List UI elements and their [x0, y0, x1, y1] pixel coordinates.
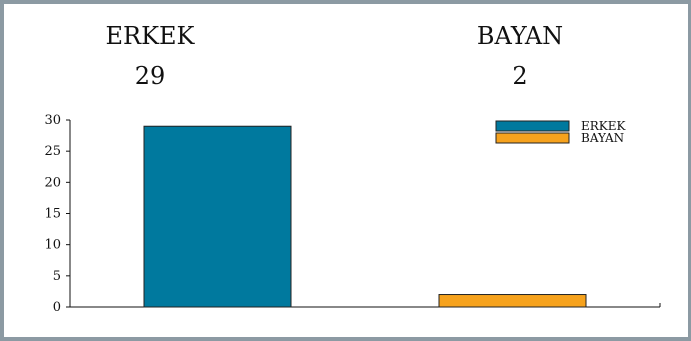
bar-bayan — [438, 294, 587, 308]
y-tick-label: 5 — [53, 269, 61, 284]
summary-value-erkek: 29 — [134, 62, 166, 90]
legend-label-erkek: ERKEK — [581, 119, 627, 133]
y-tick-label: 15 — [44, 207, 61, 222]
legend-swatch-bayan — [495, 132, 570, 144]
y-tick-label: 30 — [44, 113, 61, 128]
legend-swatch-erkek — [495, 120, 570, 132]
summary-label-erkek: ERKEK — [105, 22, 195, 50]
y-tick-label: 0 — [53, 300, 61, 315]
legend-label-bayan: BAYAN — [581, 131, 624, 145]
y-tick-label: 20 — [44, 175, 61, 190]
y-tick-label: 25 — [44, 144, 61, 159]
y-tick-label: 10 — [44, 238, 61, 253]
summary-value-bayan: 2 — [512, 62, 528, 90]
bar-erkek — [143, 125, 292, 308]
summary-label-bayan: BAYAN — [476, 22, 564, 50]
